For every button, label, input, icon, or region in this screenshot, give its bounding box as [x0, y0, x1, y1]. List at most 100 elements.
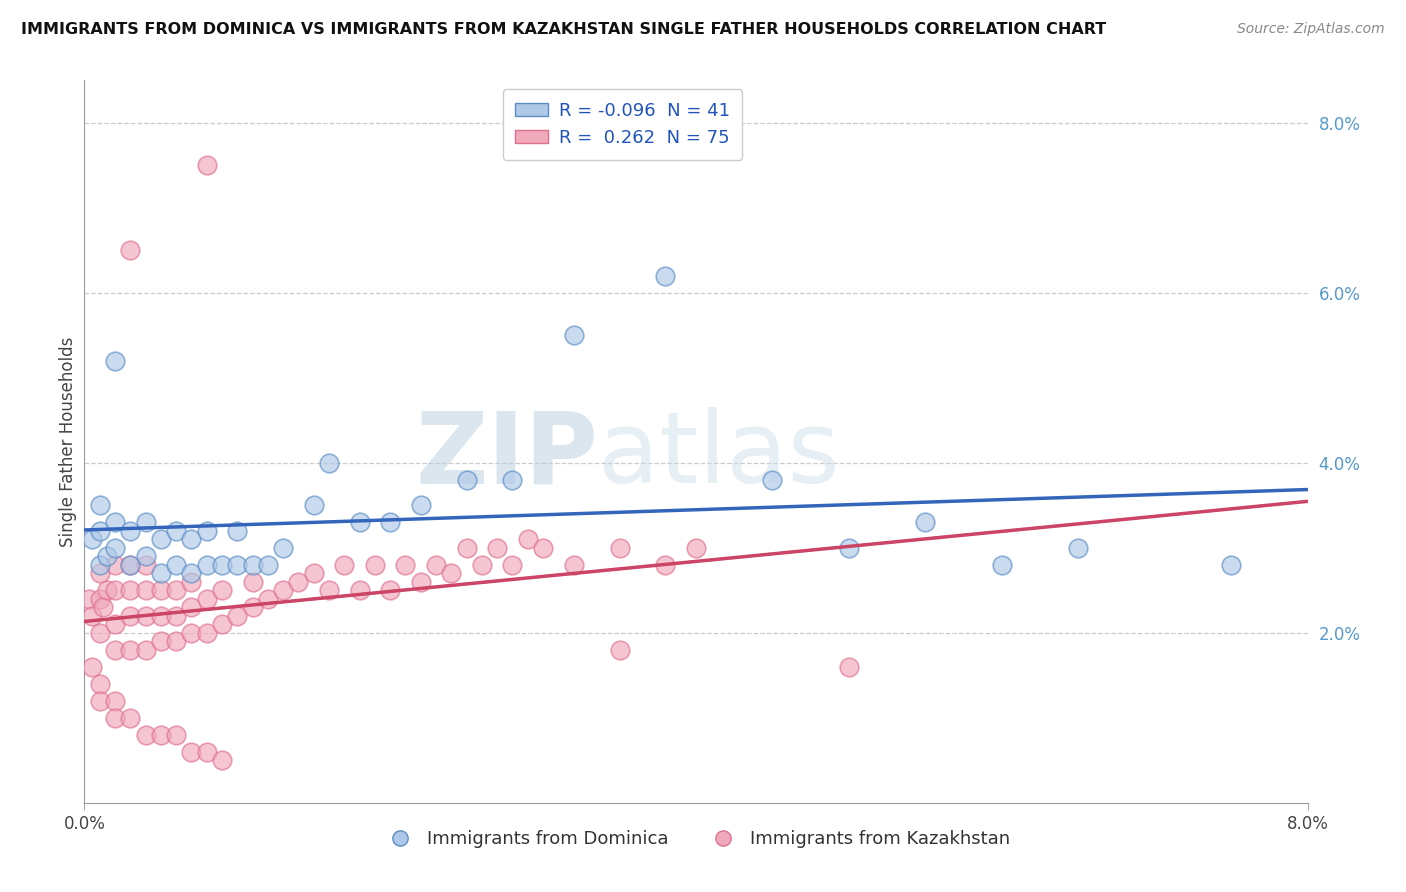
Point	[120, 642, 142, 657]
Point	[180, 600, 202, 615]
Point	[89, 524, 111, 538]
Text: IMMIGRANTS FROM DOMINICA VS IMMIGRANTS FROM KAZAKHSTAN SINGLE FATHER HOUSEHOLDS : IMMIGRANTS FROM DOMINICA VS IMMIGRANTS F…	[21, 22, 1107, 37]
Text: ZIP: ZIP	[415, 408, 598, 505]
Point	[135, 549, 157, 564]
Point	[486, 541, 509, 555]
Point	[609, 642, 631, 657]
Point	[226, 524, 249, 538]
Point	[135, 728, 157, 742]
Point	[991, 558, 1014, 572]
Point	[654, 558, 676, 572]
Point	[135, 583, 157, 598]
Point	[180, 745, 202, 759]
Point	[1067, 541, 1090, 555]
Point	[165, 728, 187, 742]
Point	[211, 753, 233, 767]
Point	[135, 642, 157, 657]
Point	[104, 558, 127, 572]
Point	[562, 328, 585, 343]
Point	[104, 583, 127, 598]
Point	[654, 268, 676, 283]
Point	[89, 498, 111, 512]
Point	[104, 516, 127, 530]
Point	[104, 711, 127, 725]
Y-axis label: Single Father Households: Single Father Households	[59, 336, 77, 547]
Point	[89, 566, 111, 581]
Point	[271, 541, 294, 555]
Text: Source: ZipAtlas.com: Source: ZipAtlas.com	[1237, 22, 1385, 37]
Point	[349, 583, 371, 598]
Point	[80, 660, 103, 674]
Point	[456, 473, 478, 487]
Point	[242, 600, 264, 615]
Point	[409, 574, 432, 589]
Point	[165, 558, 187, 572]
Point	[409, 498, 432, 512]
Point	[89, 694, 111, 708]
Legend: Immigrants from Dominica, Immigrants from Kazakhstan: Immigrants from Dominica, Immigrants fro…	[375, 822, 1017, 855]
Point	[380, 583, 402, 598]
Point	[89, 591, 111, 606]
Point	[195, 591, 218, 606]
Point	[104, 353, 127, 368]
Point	[120, 558, 142, 572]
Point	[287, 574, 309, 589]
Point	[165, 634, 187, 648]
Point	[531, 541, 554, 555]
Point	[149, 634, 172, 648]
Point	[80, 533, 103, 547]
Point	[149, 583, 172, 598]
Point	[89, 625, 111, 640]
Point	[149, 566, 172, 581]
Point	[516, 533, 538, 547]
Point	[1220, 558, 1243, 572]
Point	[502, 473, 524, 487]
Point	[120, 711, 142, 725]
Point	[195, 625, 218, 640]
Point	[135, 558, 157, 572]
Point	[149, 728, 172, 742]
Point	[149, 533, 172, 547]
Point	[609, 541, 631, 555]
Point	[562, 558, 585, 572]
Point	[180, 533, 202, 547]
Point	[195, 745, 218, 759]
Point	[257, 591, 280, 606]
Point	[80, 608, 103, 623]
Point	[135, 608, 157, 623]
Point	[180, 566, 202, 581]
Point	[226, 608, 249, 623]
Point	[135, 516, 157, 530]
Text: atlas: atlas	[598, 408, 839, 505]
Point	[761, 473, 783, 487]
Point	[914, 516, 936, 530]
Point	[165, 608, 187, 623]
Point	[96, 549, 118, 564]
Point	[120, 558, 142, 572]
Point	[257, 558, 280, 572]
Point	[77, 591, 100, 606]
Point	[165, 583, 187, 598]
Point	[149, 608, 172, 623]
Point	[195, 558, 218, 572]
Point	[104, 617, 127, 632]
Point	[104, 694, 127, 708]
Point	[302, 498, 325, 512]
Point	[195, 524, 218, 538]
Point	[838, 660, 860, 674]
Point	[380, 516, 402, 530]
Point	[425, 558, 447, 572]
Point	[195, 158, 218, 172]
Point	[271, 583, 294, 598]
Point	[394, 558, 416, 572]
Point	[91, 600, 114, 615]
Point	[180, 574, 202, 589]
Point	[333, 558, 356, 572]
Point	[302, 566, 325, 581]
Point	[318, 456, 340, 470]
Point	[838, 541, 860, 555]
Point	[471, 558, 494, 572]
Point	[242, 558, 264, 572]
Point	[318, 583, 340, 598]
Point	[165, 524, 187, 538]
